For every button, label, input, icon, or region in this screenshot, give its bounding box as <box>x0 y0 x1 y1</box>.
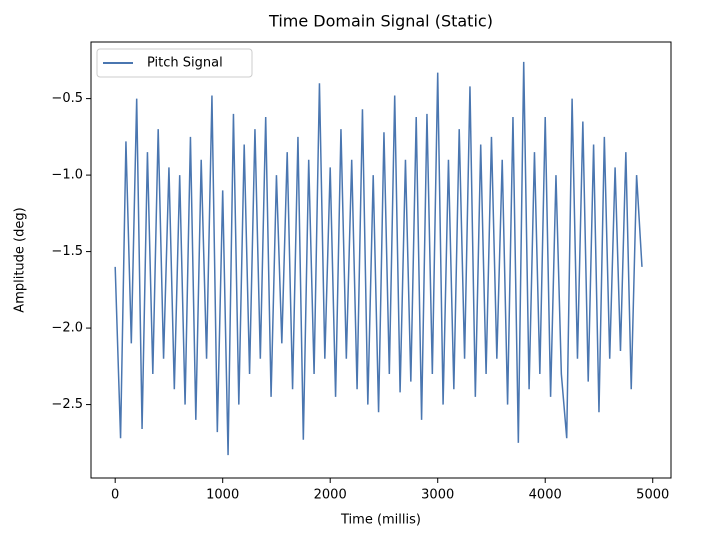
y-tick-label: −2.0 <box>51 321 83 336</box>
y-tick-label: −0.5 <box>51 91 83 106</box>
legend-label: Pitch Signal <box>147 56 223 71</box>
plot-frame <box>90 41 672 479</box>
y-tick-label: −1.0 <box>51 168 83 183</box>
x-tick-label: 4000 <box>529 488 562 503</box>
signal-line <box>114 61 643 456</box>
y-tick-label: −2.5 <box>51 397 83 412</box>
y-axis-label: Amplitude (deg) <box>13 207 28 312</box>
x-axis-label: Time (millis) <box>340 513 421 528</box>
x-tick-label: 1000 <box>206 488 239 503</box>
x-tick-label: 3000 <box>421 488 454 503</box>
x-tick-label: 0 <box>111 488 119 503</box>
legend-box <box>96 48 253 78</box>
x-tick-label: 5000 <box>636 488 669 503</box>
y-tick-label: −1.5 <box>51 244 83 259</box>
chart-title: Time Domain Signal (Static) <box>268 12 493 31</box>
x-tick-label: 2000 <box>314 488 347 503</box>
